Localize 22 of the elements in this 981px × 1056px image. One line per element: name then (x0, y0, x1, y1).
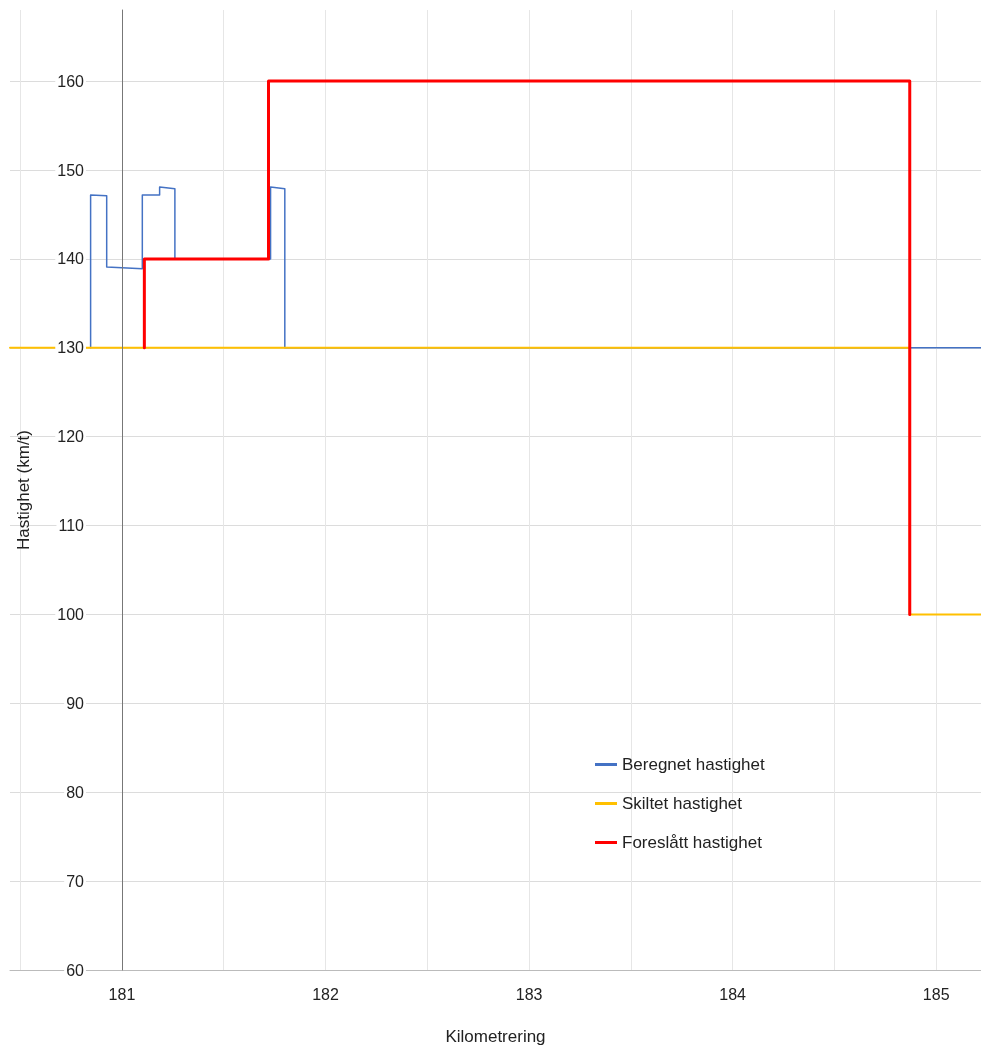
y-tick-label: 130 (57, 339, 85, 357)
x-tick-label: 182 (312, 985, 339, 1003)
y-tick-label: 110 (58, 517, 85, 535)
y-tick-label: 90 (66, 694, 85, 712)
y-tick-label: 140 (57, 250, 85, 268)
y-tick-label: 60 (66, 961, 85, 979)
legend-label: Beregnet hastighet (622, 755, 765, 774)
line-series (142, 79, 912, 616)
y-tick-label: 120 (57, 428, 85, 446)
y-axis-title: Hastighet (km/t) (13, 430, 33, 550)
legend-label: Skiltet hastighet (622, 794, 743, 813)
x-tick-label: 185 (922, 985, 950, 1003)
y-tick-label: 160 (57, 72, 85, 90)
y-tick-label: 70 (66, 872, 85, 890)
y-tick-label: 100 (57, 605, 85, 623)
y-tick-label: 80 (66, 783, 85, 801)
x-tick-label: 184 (719, 985, 747, 1003)
x-axis-title: Kilometrering (445, 1027, 546, 1046)
x-tick-label: 181 (108, 985, 136, 1003)
y-tick-label: 150 (57, 161, 85, 179)
legend-label: Foreslått hastighet (622, 833, 763, 852)
x-tick-label: 183 (515, 985, 543, 1003)
